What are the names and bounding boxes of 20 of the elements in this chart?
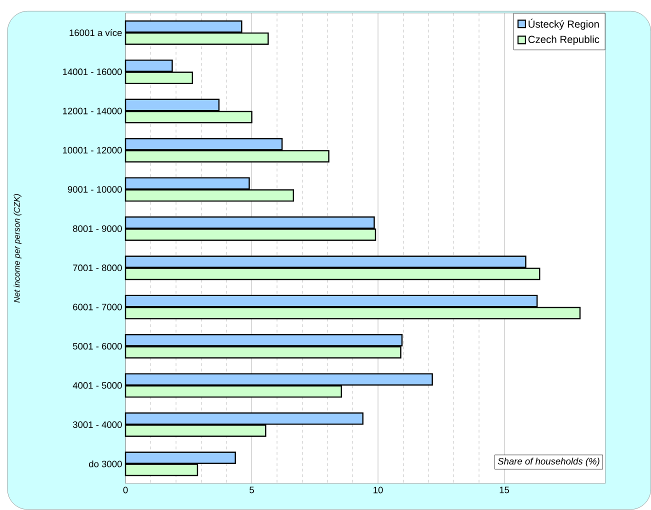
y-tick-label: 14001 - 16000 xyxy=(62,68,122,75)
x-tick-label: 15 xyxy=(500,486,510,494)
x-tick-label: 5 xyxy=(250,486,254,494)
y-tick-label: 12001 - 14000 xyxy=(62,108,122,114)
y-tick-label: 6001 - 7000 xyxy=(73,304,122,310)
y-tick-label: 9001 - 10000 xyxy=(68,186,122,193)
y-tick-label: 8001 - 9000 xyxy=(73,225,122,232)
y-tick-label: 5001 - 6000 xyxy=(72,342,122,350)
x-axis-title: Share of households (%) xyxy=(498,458,600,466)
legend-label: Ústecký Region xyxy=(528,18,599,30)
y-tick-label: 3001 - 4000 xyxy=(72,421,122,428)
y-tick-label: 4001 - 5000 xyxy=(72,382,122,389)
legend-label: Czech Republic xyxy=(528,35,600,45)
y-tick-label: 7001 - 8000 xyxy=(73,264,122,271)
y-axis-title: Net income per person (CZK) xyxy=(14,194,22,302)
x-tick-label: 10 xyxy=(374,486,383,494)
x-tick-label: 0 xyxy=(123,486,128,494)
y-tick-label: do 3000 xyxy=(89,460,122,468)
y-tick-label: 16001 a více xyxy=(70,28,122,36)
y-tick-label: 10001 - 12000 xyxy=(62,146,122,154)
